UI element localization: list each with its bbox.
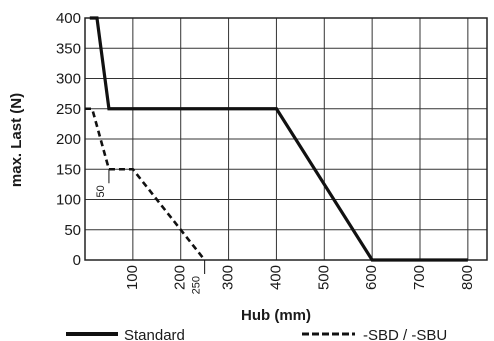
y-tick-label: 100 xyxy=(56,192,81,209)
plot-frame xyxy=(84,17,488,261)
series-line xyxy=(85,107,206,261)
y-tick-label: 50 xyxy=(64,222,81,239)
axes xyxy=(84,17,488,261)
y-tick-label: 400 xyxy=(56,10,81,27)
series-lines xyxy=(85,16,468,262)
y-tick-label: 250 xyxy=(56,101,81,118)
y-tick-label: 300 xyxy=(56,71,81,88)
x-tick-label: 800 xyxy=(459,265,476,290)
y-tick-label: 0 xyxy=(73,252,81,269)
y-tick-labels: 0 50 100 150 200 250 300 350 400 xyxy=(56,10,81,269)
legend: Standard -SBD / -SBU xyxy=(66,327,447,341)
y-tick-label: 350 xyxy=(56,40,81,57)
annotations: 50 250 xyxy=(95,169,206,294)
x-axis-label: Hub (mm) xyxy=(241,307,311,324)
x-tick-label: 700 xyxy=(411,265,428,290)
y-axis-label: max. Last (N) xyxy=(8,93,25,187)
x-tick-label: 100 xyxy=(124,265,141,290)
grid xyxy=(85,17,487,261)
series-line xyxy=(89,16,468,262)
x-tick-labels: 100 200 300 400 500 600 700 800 xyxy=(124,265,476,290)
x-tick-label: 400 xyxy=(267,265,284,290)
y-tick-label: 200 xyxy=(56,131,81,148)
x-tick-label: 500 xyxy=(315,265,332,290)
y-tick-label: 150 xyxy=(56,161,81,178)
x-tick-label: 600 xyxy=(363,265,380,290)
x-tick-label: 300 xyxy=(220,265,237,290)
x-tick-label: 200 xyxy=(172,265,189,290)
annotation-label: 50 xyxy=(95,185,107,197)
annotation-label: 250 xyxy=(191,276,203,294)
legend-label: Standard xyxy=(124,327,185,341)
legend-label: -SBD / -SBU xyxy=(363,327,447,341)
